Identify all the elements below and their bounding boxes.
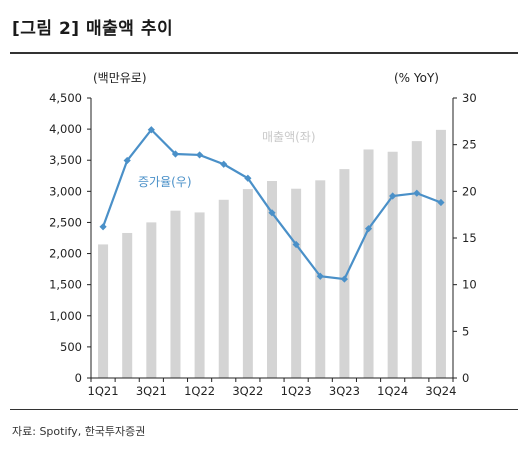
growth-point-2Q23 bbox=[316, 272, 324, 280]
revenue-bar-3Q21 bbox=[146, 222, 157, 378]
growth-point-2Q24 bbox=[413, 189, 421, 197]
revenue-bar-1Q23 bbox=[291, 188, 302, 378]
x-tick-label: 3Q22 bbox=[232, 384, 263, 398]
revenue-bar-4Q23 bbox=[363, 149, 374, 378]
revenue-bar-1Q22 bbox=[194, 212, 205, 378]
revenue-bar-1Q24 bbox=[387, 151, 398, 378]
revenue-bar-3Q23 bbox=[339, 169, 350, 378]
left-tick-label: 4,000 bbox=[49, 122, 82, 136]
right-tick-label: 20 bbox=[462, 184, 477, 198]
growth-point-3Q22 bbox=[244, 174, 252, 182]
growth-point-1Q22 bbox=[196, 151, 204, 159]
growth-line bbox=[99, 126, 445, 283]
growth-point-2Q21 bbox=[123, 156, 131, 165]
source-note: 자료: Spotify, 한국투자증권 bbox=[12, 425, 146, 438]
chart-title: [그림 2] 매출액 추이 bbox=[12, 19, 174, 39]
revenue-bars bbox=[98, 129, 446, 378]
revenue-bar-2Q21 bbox=[122, 232, 133, 378]
x-tick-label: 1Q21 bbox=[88, 384, 119, 398]
left-tick-label: 0 bbox=[75, 371, 82, 385]
x-tick-label: 3Q24 bbox=[425, 384, 456, 398]
x-tick-label: 3Q21 bbox=[136, 384, 167, 398]
right-tick-label: 5 bbox=[462, 324, 469, 338]
revenue-bar-2Q22 bbox=[218, 199, 229, 378]
right-tick-label: 0 bbox=[462, 371, 469, 385]
left-axis-label: (백만유로) bbox=[93, 71, 147, 85]
growth-point-3Q21 bbox=[147, 126, 155, 134]
footer-rule bbox=[10, 409, 518, 410]
left-tick-label: 2,000 bbox=[49, 247, 82, 261]
left-tick-label: 1,500 bbox=[49, 278, 82, 292]
growth-point-3Q24 bbox=[437, 198, 445, 207]
legend-label-growth: 증가율(우) bbox=[138, 175, 192, 189]
growth-point-1Q21 bbox=[99, 223, 107, 231]
growth-point-4Q23 bbox=[364, 225, 373, 233]
revenue-bar-3Q24 bbox=[435, 129, 446, 378]
x-tick-label: 1Q24 bbox=[377, 384, 408, 398]
x-tick-label: 3Q23 bbox=[329, 384, 360, 398]
growth-point-2Q22 bbox=[220, 160, 228, 168]
axes: 0 500 1,000 1,500 2,000 2,500 3,000 3,500 4,000 4… bbox=[49, 91, 477, 398]
left-tick-label: 2,500 bbox=[49, 215, 82, 229]
left-tick-label: 1,000 bbox=[49, 309, 82, 323]
revenue-bar-4Q22 bbox=[267, 181, 277, 378]
revenue-bar-3Q22 bbox=[242, 189, 253, 378]
title-rule bbox=[10, 52, 518, 54]
right-tick-label: 10 bbox=[462, 278, 477, 292]
growth-point-4Q22 bbox=[268, 209, 276, 217]
growth-point-1Q24 bbox=[389, 192, 397, 200]
left-tick-label: 3,500 bbox=[49, 153, 82, 167]
left-tick-label: 500 bbox=[60, 340, 82, 354]
left-tick-label: 3,000 bbox=[49, 184, 82, 198]
legend-label-revenue: 매출액(좌) bbox=[262, 130, 316, 144]
revenue-bar-1Q21 bbox=[98, 244, 109, 378]
x-tick-label: 1Q22 bbox=[184, 384, 215, 398]
revenue-bar-2Q24 bbox=[411, 141, 422, 378]
right-tick-label: 15 bbox=[462, 231, 477, 245]
right-axis-label: (% YoY) bbox=[394, 71, 439, 85]
growth-point-4Q21 bbox=[171, 150, 180, 158]
x-tick-label: 1Q23 bbox=[281, 384, 312, 398]
right-tick-label: 25 bbox=[462, 138, 477, 152]
growth-point-3Q23 bbox=[340, 275, 348, 283]
left-tick-label: 4,500 bbox=[49, 91, 82, 105]
revenue-bar-4Q21 bbox=[170, 210, 181, 378]
growth-point-1Q23 bbox=[292, 240, 300, 249]
right-tick-label: 30 bbox=[462, 91, 477, 105]
